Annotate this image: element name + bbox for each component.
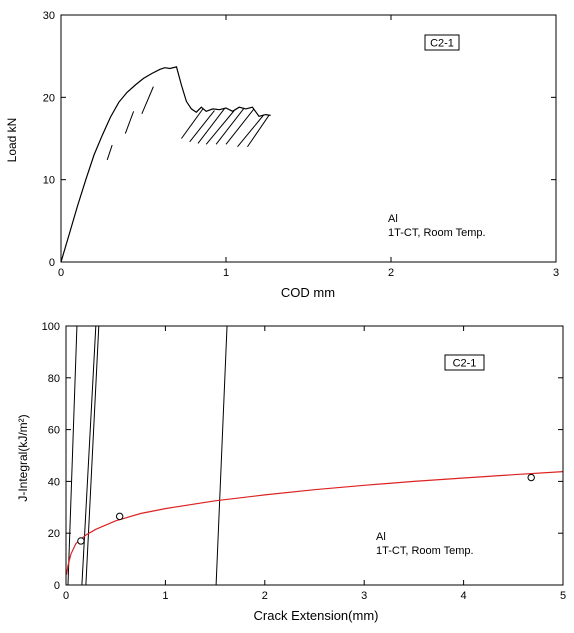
chart2-construction-line [81, 325, 97, 586]
chart2-data-points [77, 473, 535, 545]
chart2-data-point [115, 512, 124, 521]
chart2-power-law-fit [65, 471, 564, 575]
chart2-y-tick-label: 100 [42, 321, 60, 333]
chart2-y-tick-label: 60 [48, 425, 60, 437]
chart1-tag-box [424, 34, 460, 51]
chart2-annotation-line-2: 1T-CT, Room Temp. [376, 545, 474, 557]
chart1-y-tick-label: 20 [43, 92, 55, 104]
chart2-x-tick-label: 2 [262, 590, 268, 602]
chart2-construction-line [215, 325, 228, 586]
chart1-unloading-line [124, 111, 135, 134]
chart1-unloading-line [237, 114, 265, 148]
chart1-load-curve [60, 66, 271, 263]
chart1-unloading-line [189, 110, 215, 143]
chart2-x-tick-label: 5 [560, 590, 566, 602]
chart2-x-tick-label: 4 [461, 590, 467, 602]
chart1-x-tick-label: 1 [223, 267, 229, 279]
chart2-construction-line [85, 325, 100, 586]
chart2-fit-curve [65, 471, 564, 575]
chart1-ticks [60, 14, 557, 263]
chart2-data-point [527, 473, 535, 482]
chart1-unloading-lines [106, 86, 270, 161]
chart1-x-tick-label: 0 [58, 267, 64, 279]
chart1-plot-frame [60, 14, 557, 263]
chart1-unloading-line [225, 108, 255, 145]
chart1-unloading-line [205, 110, 235, 145]
chart2-construction-lines [67, 325, 228, 586]
chart2-y-tick-label: 20 [48, 528, 60, 540]
chart1-y-axis-label: Load kN [5, 118, 19, 163]
chart2-annotation-line-1: Al [376, 531, 386, 543]
chart1-tag: C2-1 [430, 38, 454, 50]
chart2-data-point [77, 537, 85, 545]
chart1-unloading-line [197, 108, 225, 144]
chart1-series [60, 66, 271, 263]
chart1-annotation-line-1: Al [388, 213, 398, 225]
chart2-tag-box [444, 354, 485, 371]
chart2-ticks [65, 325, 564, 586]
chart2-y-tick-label: 40 [48, 476, 60, 488]
chart2-y-axis-label: J-Integral(kJ/m²) [16, 414, 30, 501]
chart1-y-tick-label: 10 [43, 175, 55, 187]
chart2-tag: C2-1 [453, 358, 477, 370]
chart1-unloading-line [181, 108, 204, 139]
chart1-y-tick-label: 0 [49, 257, 55, 269]
chart2-y-tick-label: 0 [54, 580, 60, 592]
j-r-curve-chart: 0 1 2 3 4 5 0 20 40 60 80 100 Crack Extension(mm) J… [16, 321, 566, 623]
chart2-x-tick-label: 0 [63, 590, 69, 602]
chart2-tick-labels: 0 1 2 3 4 5 0 20 40 60 80 100 [42, 321, 566, 602]
chart2-y-tick-label: 80 [48, 373, 60, 385]
chart1-unloading-line [215, 107, 245, 145]
chart2-x-tick-label: 3 [361, 590, 367, 602]
chart1-unloading-line [106, 144, 113, 161]
chart2-plot-frame [65, 325, 564, 586]
chart1-x-axis-label: COD mm [281, 285, 335, 300]
chart2-x-tick-label: 1 [162, 590, 168, 602]
chart2-x-axis-label: Crack Extension(mm) [254, 608, 379, 623]
chart1-unloading-line [247, 115, 270, 148]
chart1-x-tick-label: 3 [553, 267, 559, 279]
chart1-y-tick-label: 30 [43, 10, 55, 22]
chart1-annotation-line-2: 1T-CT, Room Temp. [388, 227, 486, 239]
chart1-x-tick-label: 2 [388, 267, 394, 279]
chart2-construction-line [67, 325, 78, 586]
chart1-unloading-line [141, 86, 154, 114]
